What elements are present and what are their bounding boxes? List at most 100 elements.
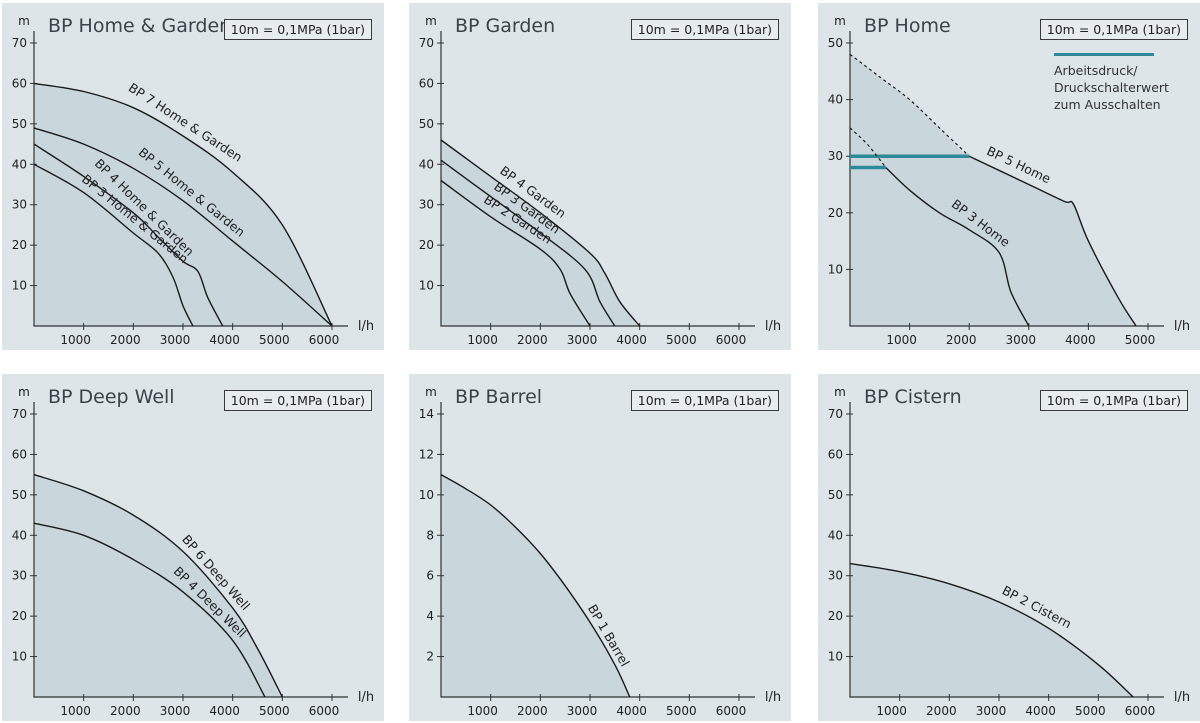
y-tick-label: 40 [12,157,27,171]
x-axis-label: l/h [765,319,781,334]
x-tick-label: 4000 [209,704,240,718]
series-line [33,522,266,698]
x-tick-label: 2000 [946,333,977,347]
x-tick-label: 4000 [616,333,647,347]
y-tick-label: 10 [12,650,27,664]
x-tick-label: 3000 [976,704,1007,718]
axes [33,31,348,327]
y-axis-label: m [425,385,437,399]
x-axis-label: l/h [358,690,374,705]
y-axis-label: m [425,14,437,28]
y-tick-label: 50 [419,117,434,131]
x-tick-label: 6000 [716,704,747,718]
x-tick-label: 5000 [1125,333,1156,347]
y-tick-label: 70 [419,36,434,50]
area-fill [34,474,283,697]
legend-label: Arbeitsdruck/ Druckschalterwert zum Auss… [1054,63,1169,112]
area-fill [850,563,1134,697]
x-tick-label: 1000 [60,333,91,347]
unit-note: 10m = 0,1MPa (1bar) [1039,19,1188,40]
series-line [440,139,641,327]
x-tick-label: 6000 [716,333,747,347]
series-line [440,473,631,698]
y-tick-label: 30 [419,198,434,212]
y-tick-label: 30 [12,569,27,583]
series-line [33,473,283,698]
y-tick-label: 10 [828,262,843,276]
x-tick-label: 2000 [517,333,548,347]
x-tick-label: 3000 [1006,333,1037,347]
chart-panel-garden: 10 20 30 40 50 60 70 1000 2000 3000 4000 5000 6000 m l… [409,3,791,350]
series-line [440,159,616,327]
y-tick-label: 50 [828,36,843,50]
x-tick-label: 3000 [567,333,598,347]
series-line [968,155,1137,327]
y-axis-label: m [834,385,846,399]
y-axis-label: m [18,385,30,399]
chart-title: BP Home & Garden [48,15,232,37]
x-tick-label: 3000 [160,333,191,347]
unit-note: 10m = 0,1MPa (1bar) [223,390,372,411]
x-tick-label: 1000 [467,333,498,347]
x-tick-label: 4000 [209,333,240,347]
x-tick-label: 4000 [1025,704,1056,718]
y-axis-label: m [834,14,846,28]
x-tick-label: 5000 [1075,704,1106,718]
y-tick-label: 6 [426,569,434,583]
legend: Arbeitsdruck/ Druckschalterwert zum Auss… [1054,53,1174,113]
unit-note: 10m = 0,1MPa (1bar) [630,19,779,40]
chart-svg: 10 20 30 40 50 60 70 1000 2000 3000 4000 5000 6000 m l… [828,385,1190,718]
y-tick-label: 10 [419,488,434,502]
chart-panel-home: 10 20 30 40 50 1000 2000 3000 4000 5000 m l/h BP 5 H… [818,3,1200,350]
y-tick-label: 20 [12,238,27,252]
x-tick-label: 6000 [309,704,340,718]
y-tick-label: 40 [419,157,434,171]
axes [440,31,755,327]
chart-panel-home-garden: 10 20 30 40 50 60 70 1000 2000 3000 4000 5000 6000 m l… [2,3,384,350]
series-line [849,562,1134,698]
x-tick-label: 1000 [876,704,907,718]
chart-title: BP Deep Well [48,386,175,408]
y-tick-label: 12 [419,447,434,461]
x-axis-label: l/h [1174,319,1190,334]
series-line-dashed [849,127,887,168]
y-tick-label: 14 [419,407,434,421]
x-tick-label: 5000 [666,704,697,718]
y-tick-label: 60 [12,447,27,461]
x-tick-label: 1000 [467,704,498,718]
x-tick-label: 2000 [926,704,957,718]
x-tick-label: 5000 [259,333,290,347]
x-axis-label: l/h [358,319,374,334]
y-tick-label: 2 [426,650,434,664]
unit-note: 10m = 0,1MPa (1bar) [223,19,372,40]
legend-line-swatch [1054,53,1154,56]
y-tick-label: 40 [828,93,843,107]
y-tick-label: 50 [12,488,27,502]
unit-note: 10m = 0,1MPa (1bar) [1039,390,1188,411]
y-tick-label: 20 [12,609,27,623]
area-fill [441,474,630,697]
x-tick-label: 5000 [666,333,697,347]
x-tick-label: 2000 [110,333,141,347]
x-tick-label: 6000 [1125,704,1156,718]
y-tick-label: 30 [828,569,843,583]
series-line-dashed [849,53,970,157]
x-axis-label: l/h [765,690,781,705]
series-line [33,82,333,327]
chart-svg: 10 20 30 40 50 60 70 1000 2000 3000 4000 5000 6000 m l… [12,14,374,347]
y-tick-label: 10 [12,279,27,293]
chart-panel-barrel: 2 4 6 8 10 12 14 1000 2000 3000 4000 5000 6000 m l/h BP… [409,374,791,721]
y-tick-label: 4 [426,609,434,623]
y-axis-label: m [18,14,30,28]
x-tick-label: 6000 [309,333,340,347]
unit-note: 10m = 0,1MPa (1bar) [630,390,779,411]
y-tick-label: 30 [12,198,27,212]
x-tick-label: 4000 [616,704,647,718]
y-tick-label: 20 [828,609,843,623]
series-line [33,143,224,327]
chart-svg: 10 20 30 40 50 60 70 1000 2000 3000 4000 5000 6000 m l… [12,385,374,718]
y-tick-label: 40 [828,528,843,542]
y-tick-label: 50 [12,117,27,131]
y-tick-label: 10 [828,650,843,664]
